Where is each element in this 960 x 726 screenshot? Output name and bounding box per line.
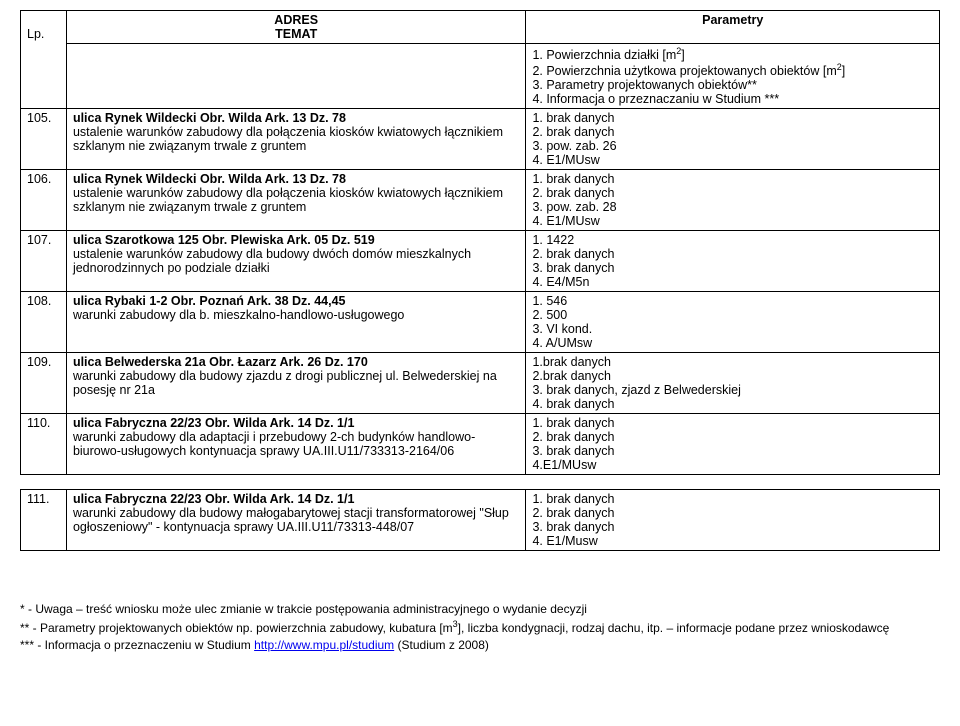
cell-adres: ulica Szarotkowa 125 Obr. Plewiska Ark. … [66, 231, 526, 292]
cell-adres: ulica Rybaki 1-2 Obr. Poznań Ark. 38 Dz.… [66, 292, 526, 353]
footnotes: * - Uwaga – treść wniosku może ulec zmia… [20, 601, 940, 653]
header-param-list: 1. Powierzchnia działki [m2] 2. Powierzc… [526, 44, 940, 109]
header-adres-temat: ADRESTEMAT [66, 11, 526, 44]
cell-lp: 108. [21, 292, 67, 353]
cell-param: 1. brak danych2. brak danych3. pow. zab.… [526, 170, 940, 231]
header-lp: Lp. [21, 11, 67, 109]
footnote-1: * - Uwaga – treść wniosku może ulec zmia… [20, 601, 940, 618]
cell-param: 1. brak danych2. brak danych3. brak dany… [526, 414, 940, 475]
main-table: Lp. ADRESTEMAT Parametry 1. Powierzchnia… [20, 10, 940, 475]
table-row: 106. ulica Rynek Wildecki Obr. Wilda Ark… [21, 170, 940, 231]
cell-lp: 111. [21, 490, 67, 551]
table-row: 107. ulica Szarotkowa 125 Obr. Plewiska … [21, 231, 940, 292]
cell-adres: ulica Belwederska 21a Obr. Łazarz Ark. 2… [66, 353, 526, 414]
cell-param: 1. 14222. brak danych3. brak danych4. E4… [526, 231, 940, 292]
cell-adres: ulica Rynek Wildecki Obr. Wilda Ark. 13 … [66, 170, 526, 231]
header-empty [66, 44, 526, 109]
studium-link[interactable]: http://www.mpu.pl/studium [254, 638, 394, 652]
second-table: 111. ulica Fabryczna 22/23 Obr. Wilda Ar… [20, 489, 940, 551]
cell-adres: ulica Fabryczna 22/23 Obr. Wilda Ark. 14… [66, 414, 526, 475]
table-row: 105. ulica Rynek Wildecki Obr. Wilda Ark… [21, 109, 940, 170]
cell-lp: 110. [21, 414, 67, 475]
table-row: 110. ulica Fabryczna 22/23 Obr. Wilda Ar… [21, 414, 940, 475]
table-row: 109. ulica Belwederska 21a Obr. Łazarz A… [21, 353, 940, 414]
cell-lp: 109. [21, 353, 67, 414]
header-parametry: Parametry [526, 11, 940, 44]
cell-lp: 106. [21, 170, 67, 231]
cell-param: 1.brak danych2.brak danych3. brak danych… [526, 353, 940, 414]
table-row: 108. ulica Rybaki 1-2 Obr. Poznań Ark. 3… [21, 292, 940, 353]
cell-lp: 107. [21, 231, 67, 292]
cell-param: 1. 5462. 5003. VI kond.4. A/UMsw [526, 292, 940, 353]
cell-adres: ulica Fabryczna 22/23 Obr. Wilda Ark. 14… [66, 490, 526, 551]
footnote-2: ** - Parametry projektowanych obiektów n… [20, 618, 940, 637]
table-row: 111. ulica Fabryczna 22/23 Obr. Wilda Ar… [21, 490, 940, 551]
cell-param: 1. brak danych2. brak danych3. pow. zab.… [526, 109, 940, 170]
cell-param: 1. brak danych2. brak danych3. brak dany… [526, 490, 940, 551]
cell-lp: 105. [21, 109, 67, 170]
footnote-3: *** - Informacja o przeznaczeniu w Studi… [20, 637, 940, 654]
cell-adres: ulica Rynek Wildecki Obr. Wilda Ark. 13 … [66, 109, 526, 170]
